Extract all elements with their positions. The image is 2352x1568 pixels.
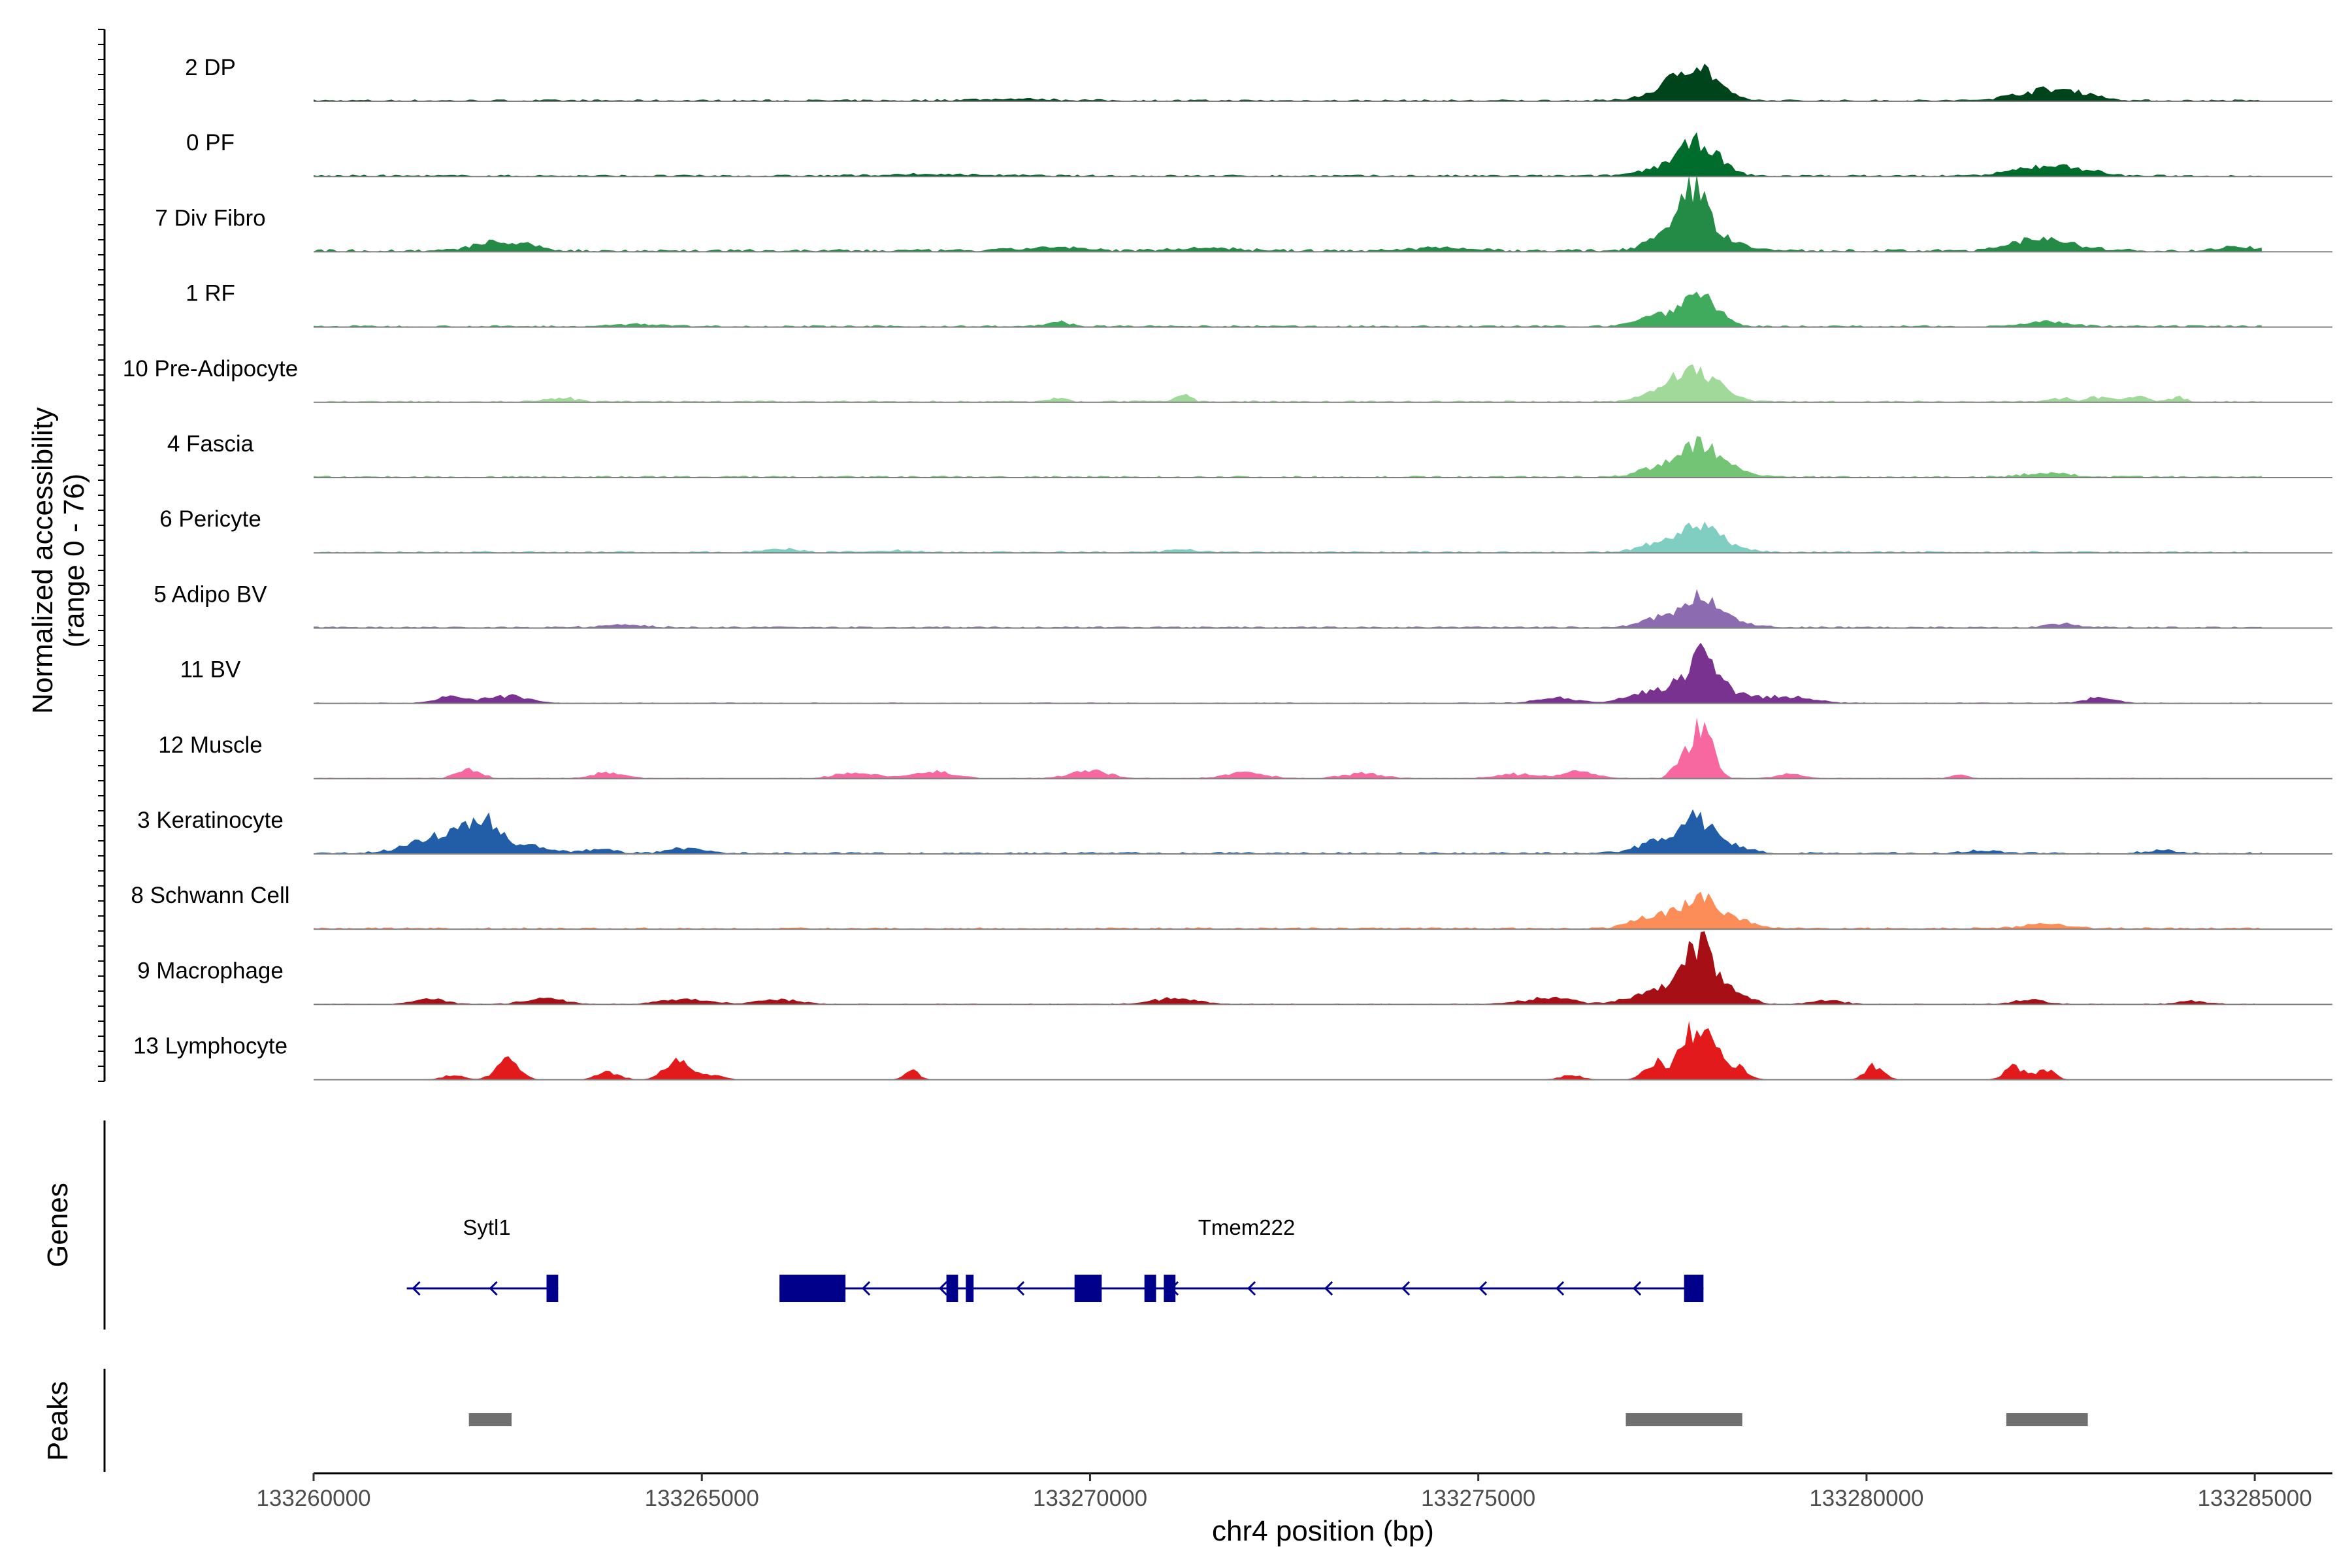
coverage-track: 4 Fascia [167,431,2332,478]
gene-exon [946,1275,958,1302]
coverage-track: 8 Schwann Cell [131,883,2332,930]
gene-exon [779,1275,846,1302]
gene-exon [1144,1275,1156,1302]
gene-exon [1164,1275,1176,1302]
strand-arrow-icon [1555,1281,1565,1296]
coverage-area [314,521,2262,553]
gene-exon [546,1275,559,1302]
coverage-track: 2 DP [185,55,2332,102]
track-label: 12 Muscle [158,732,263,758]
gene-exon [1684,1275,1704,1302]
gene-label: Tmem222 [1198,1215,1296,1239]
coverage-track: 6 Pericyte [159,506,2332,554]
strand-arrow-icon [861,1281,871,1296]
coverage-track: 11 BV [180,642,2332,704]
coverage-track: 3 Keratinocyte [137,808,2332,855]
genes-panel: Sytl1 Tmem222 [103,1120,1704,1330]
coverage-area [314,589,2262,629]
coverage-track: 12 Muscle [158,717,2332,779]
x-tick-label: 133280000 [1809,1486,1923,1511]
track-label: 1 RF [186,281,235,306]
y-axis-range: (range 0 - 76) [58,474,90,648]
strand-arrow-icon [938,1281,948,1296]
x-tick-label: 133285000 [2198,1486,2312,1511]
x-tick-label: 133275000 [1421,1486,1535,1511]
coverage-track: 9 Macrophage [137,931,2332,1005]
track-label: 0 PF [186,130,235,155]
track-label: 6 Pericyte [159,506,261,532]
track-label: 11 BV [180,657,241,683]
coverage-area [314,436,2262,478]
track-label: 2 DP [185,55,236,80]
peak-region [1625,1413,1742,1426]
coverage-area [314,364,2262,402]
strand-arrow-icon [1015,1281,1025,1296]
gene-label: Sytl1 [463,1215,510,1239]
track-label: 8 Schwann Cell [131,883,289,908]
peak-region [2006,1413,2088,1426]
coverage-area [314,717,2262,779]
coverage-area [314,809,2262,854]
track-label: 5 Adipo BV [154,581,267,607]
peak-region [468,1413,512,1426]
gene-exon [1074,1275,1102,1302]
coverage-area [314,931,2262,1005]
strand-arrow-icon [412,1281,421,1296]
genes-panel-title: Genes [42,1183,74,1267]
x-tick-label: 133270000 [1033,1486,1147,1511]
strand-arrow-icon [1632,1281,1642,1296]
coverage-track: 0 PF [186,130,2332,178]
peaks-panel-title: Peaks [42,1381,74,1461]
coverage-area [314,642,2262,704]
coverage-area [314,1021,2262,1080]
coverage-track: 5 Adipo BV [154,581,2332,629]
coverage-tracks: 2 DP 0 PF 7 Div Fibro 1 RF 10 Pre-Adipocyte 4… [123,55,2332,1081]
track-label: 13 Lymphocyte [133,1034,287,1059]
gene-model: Tmem222 [779,1215,1704,1302]
gene-model: Sytl1 [406,1215,559,1302]
strand-arrow-icon [1324,1281,1333,1296]
track-label: 3 Keratinocyte [137,808,284,833]
track-label: 10 Pre-Adipocyte [123,356,298,382]
coverage-track: 13 Lymphocyte [133,1021,2332,1081]
coverage-track: 10 Pre-Adipocyte [123,356,2332,403]
coverage-area [314,291,2262,327]
coverage-track: 7 Div Fibro [155,174,2332,253]
track-label: 4 Fascia [167,431,254,457]
x-axis-title: chr4 position (bp) [1212,1515,1434,1547]
strand-arrow-icon [1401,1281,1411,1296]
strand-arrow-icon [489,1281,498,1296]
coverage-y-axis [98,29,106,1082]
track-label: 7 Div Fibro [155,205,265,231]
coverage-area [314,132,2262,177]
x-axis: 133260000 133265000 133270000 133275000 1332… [256,1472,2332,1511]
coverage-area [314,63,2262,101]
y-axis-title: Normalized accessibility [27,407,59,713]
x-tick-label: 133265000 [645,1486,759,1511]
gene-exon [966,1275,974,1302]
coverage-track: 1 RF [186,281,2332,328]
x-tick-label: 133260000 [256,1486,370,1511]
peaks-panel [103,1369,2088,1472]
strand-arrow-icon [1247,1281,1256,1296]
track-label: 9 Macrophage [137,958,284,983]
strand-arrow-icon [1478,1281,1488,1296]
coverage-area [314,174,2262,252]
coverage-area [314,891,2262,930]
